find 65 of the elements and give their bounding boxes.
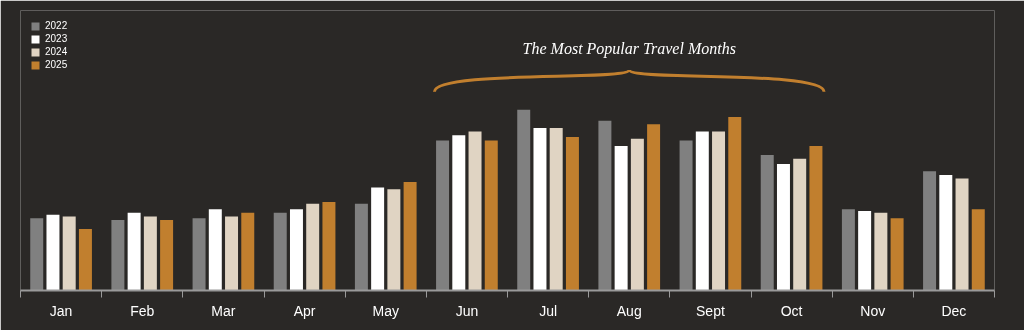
bar [695,131,709,291]
bar [793,158,807,291]
x-tick-label: May [372,302,399,319]
bar [760,155,774,291]
bar [955,178,969,291]
bar [468,131,482,291]
bar [403,182,417,291]
legend-label: 2022 [45,20,68,31]
bar [484,140,498,291]
x-tick-label: Nov [860,302,886,319]
bar [322,201,336,291]
x-tick-label: Oct [780,302,803,319]
bar [841,209,855,291]
bar [890,218,904,291]
bar [452,135,466,291]
x-tick-label: Jun [455,302,479,319]
x-tick-label: Jul [539,302,558,319]
bar [565,136,579,291]
bar [78,229,92,291]
bar [273,212,287,291]
bar [192,218,206,291]
bar [241,212,255,291]
x-tick-label: Feb [130,302,155,319]
bar [874,212,888,291]
bar [517,109,531,291]
bar [127,212,141,291]
bar [62,216,76,291]
x-tick-label: Aug [616,302,642,319]
bar [160,220,174,291]
bar [208,209,222,291]
bar [630,138,644,291]
bar [712,131,726,291]
x-tick-label: Sept [696,302,725,319]
bar [679,140,693,291]
bar [111,220,125,291]
x-tick-label: Jan [49,302,73,319]
bar [225,216,239,291]
bar [46,214,60,291]
bar [289,209,303,291]
x-tick-label: Dec [941,302,967,319]
text: The Most Popular Travel Months [522,40,736,59]
bar [923,171,937,291]
bar [728,117,742,291]
bar [614,145,628,291]
bar [533,127,547,291]
legend-label: 2025 [45,59,68,70]
bar [647,124,661,291]
bar [776,164,790,291]
bar [858,211,872,291]
bar [971,209,985,291]
bar [549,127,563,291]
legend-label: 2023 [45,33,68,44]
bar [143,216,157,291]
legend-label: 2024 [45,46,68,57]
bar [387,189,401,291]
bar [598,120,612,291]
bar [939,174,953,291]
x-tick-label: Mar [211,302,236,319]
bar [30,218,44,291]
bar [371,187,385,291]
bar [809,145,823,291]
bar [354,203,368,291]
bar [436,140,450,291]
x-tick-label: Apr [293,302,316,319]
bar [306,203,320,291]
